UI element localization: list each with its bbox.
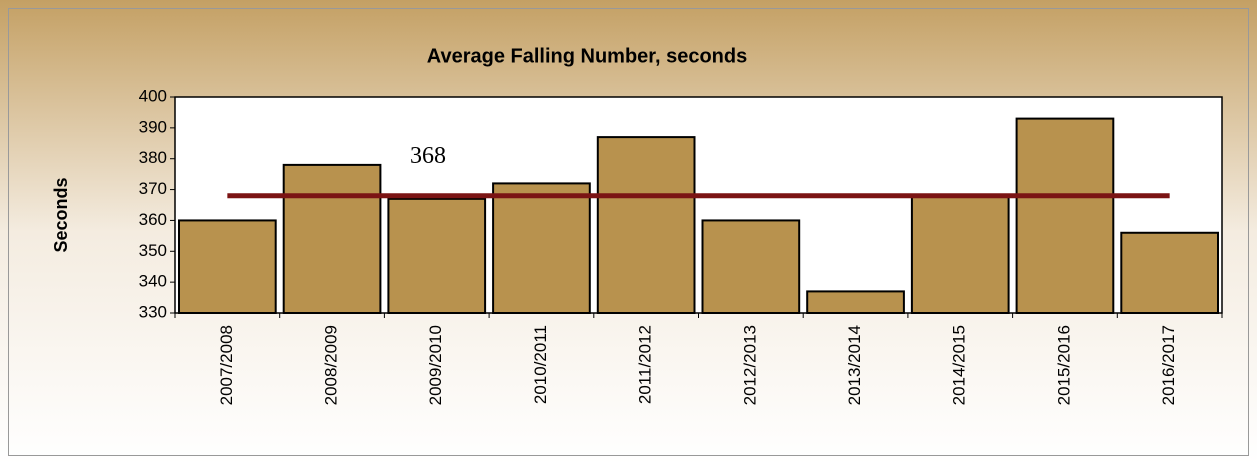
y-tick-label: 330 [139,302,167,321]
bar [806,290,905,314]
bar [701,219,801,314]
bar [178,219,277,314]
bar [1015,117,1115,314]
y-tick-label: 380 [139,148,167,167]
bar [596,136,696,314]
x-tick-label: 2012/2013 [740,325,759,405]
bar [910,194,1010,314]
x-tick-label: 2008/2009 [322,325,341,405]
y-tick-label: 340 [139,272,167,291]
y-tick-label: 390 [139,117,167,136]
chart-title: Average Falling Number, seconds [427,45,747,67]
bar [1120,231,1220,314]
x-tick-label: 2010/2011 [531,325,550,404]
x-tick-label: 2009/2010 [426,325,445,405]
x-tick-label: 2015/2016 [1054,325,1073,405]
frame [8,8,1249,456]
y-axis-label: Seconds [51,177,71,252]
bar [282,163,382,314]
x-tick-label: 2013/2014 [845,325,864,405]
y-tick-label: 370 [139,179,167,198]
y-tick-label: 400 [139,86,167,105]
y-tick-label: 360 [139,210,167,229]
x-tick-label: 2007/2008 [217,325,236,405]
bar [492,182,591,314]
bar [387,197,487,314]
x-tick-label: 2014/2015 [950,325,969,405]
y-tick-label: 350 [139,241,167,260]
x-tick-label: 2011/2012 [636,325,655,404]
x-tick-label: 2016/2017 [1159,325,1178,405]
average-label: 368 [410,143,446,169]
